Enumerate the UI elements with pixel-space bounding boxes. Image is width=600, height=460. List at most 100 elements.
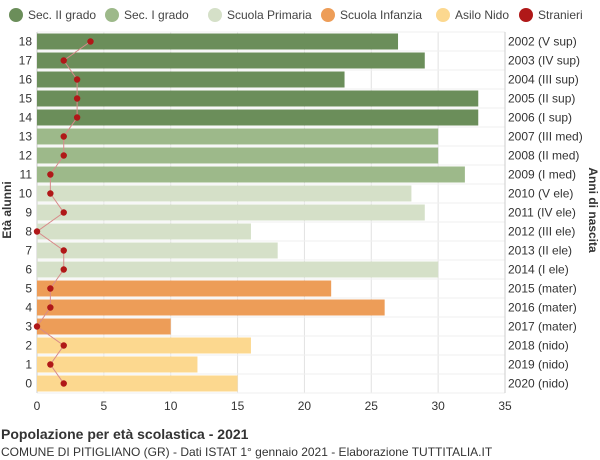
bar — [37, 52, 425, 69]
stranieri-point — [60, 247, 67, 254]
bar — [37, 185, 412, 202]
bar — [37, 299, 385, 316]
stranieri-point — [47, 304, 54, 311]
stranieri-point — [60, 209, 67, 216]
x-tick-label: 20 — [298, 399, 312, 413]
age-tick-label: 11 — [20, 168, 33, 182]
age-tick-label: 2 — [25, 339, 32, 353]
birth-year-tick-label: 2012 (III ele) — [508, 225, 575, 239]
chart-legend: Sec. II grado Sec. I grado Scuola Primaria… — [9, 8, 583, 22]
age-tick-label: 12 — [19, 149, 33, 163]
stranieri-point — [87, 38, 94, 45]
x-tick-label: 15 — [231, 399, 245, 413]
age-tick-label: 8 — [25, 225, 32, 239]
age-tick-label: 10 — [19, 187, 33, 201]
y-axis-title-left: Età alunni — [0, 181, 14, 238]
bar — [37, 223, 251, 240]
legend-label: Sec. II grado — [28, 8, 96, 22]
legend-swatch — [321, 8, 335, 22]
birth-year-tick-label: 2017 (mater) — [508, 320, 577, 334]
stranieri-point — [60, 380, 67, 387]
x-tick-label: 30 — [431, 399, 445, 413]
birth-year-tick-label: 2005 (II sup) — [508, 92, 575, 106]
legend-swatch — [208, 8, 222, 22]
bar — [37, 261, 439, 278]
legend-label: Stranieri — [538, 8, 583, 22]
age-tick-label: 4 — [25, 301, 32, 315]
age-tick-label: 16 — [19, 73, 33, 87]
age-tick-label: 17 — [19, 54, 33, 68]
x-tick-label: 10 — [164, 399, 178, 413]
stranieri-point — [73, 114, 81, 121]
bar — [37, 71, 345, 88]
stranieri-point — [47, 285, 54, 292]
bar — [37, 280, 332, 297]
legend-label: Sec. I grado — [124, 8, 189, 22]
birth-year-tick-label: 2011 (IV ele) — [508, 206, 576, 220]
stranieri-point — [73, 95, 81, 102]
birth-year-tick-label: 2004 (III sup) — [508, 73, 579, 87]
bar — [37, 128, 439, 145]
legend-swatch — [436, 8, 450, 22]
age-tick-label: 3 — [25, 320, 32, 334]
x-tick-label: 0 — [34, 399, 41, 413]
bar — [37, 33, 399, 50]
legend-swatch — [105, 8, 119, 22]
birth-year-tick-label: 2020 (nido) — [508, 377, 569, 391]
age-tick-label: 6 — [25, 263, 32, 277]
age-tick-label: 15 — [19, 92, 33, 106]
legend-swatch — [519, 8, 533, 22]
stranieri-point — [60, 152, 67, 159]
stranieri-point — [60, 133, 67, 140]
legend-label: Asilo Nido — [455, 8, 509, 22]
bar — [37, 356, 198, 373]
x-tick-label: 35 — [498, 399, 512, 413]
chart-title: Popolazione per età scolastica - 2021 — [1, 426, 249, 442]
birth-year-tick-label: 2019 (nido) — [508, 358, 569, 372]
birth-year-tick-label: 2006 (I sup) — [508, 111, 572, 125]
age-tick-label: 1 — [25, 358, 32, 372]
legend-swatch — [9, 8, 23, 22]
chart-labels: 18 2002 (V sup)17 2003 (IV sup)16 2004 (III… — [19, 35, 583, 414]
bar — [37, 337, 251, 354]
age-tick-label: 9 — [25, 206, 32, 220]
stranieri-point — [33, 323, 41, 330]
age-tick-label: 0 — [25, 377, 32, 391]
stranieri-series — [33, 38, 94, 387]
bar — [37, 90, 479, 107]
bar — [37, 204, 425, 221]
birth-year-tick-label: 2015 (mater) — [508, 282, 577, 296]
legend-label: Scuola Infanzia — [340, 8, 422, 22]
x-tick-label: 5 — [101, 399, 108, 413]
bar — [37, 109, 479, 126]
birth-year-tick-label: 2010 (V ele) — [508, 187, 573, 201]
y-axis-title-right: Anni di nascita — [586, 167, 600, 253]
age-tick-label: 5 — [25, 282, 32, 296]
bar — [37, 242, 278, 259]
stranieri-point — [73, 76, 81, 83]
birth-year-tick-label: 2003 (IV sup) — [508, 54, 580, 68]
bar — [37, 147, 439, 164]
x-tick-label: 25 — [365, 399, 379, 413]
birth-year-tick-label: 2013 (II ele) — [508, 244, 572, 258]
stranieri-point — [47, 190, 54, 197]
stranieri-point — [33, 228, 41, 235]
birth-year-tick-label: 2007 (III med) — [508, 130, 583, 144]
birth-year-tick-label: 2002 (V sup) — [508, 35, 577, 49]
age-tick-label: 14 — [19, 111, 33, 125]
birth-year-tick-label: 2018 (nido) — [508, 339, 569, 353]
stranieri-point — [47, 361, 54, 368]
bar — [37, 318, 171, 335]
chart-subtitle: COMUNE DI PITIGLIANO (GR) - Dati ISTAT 1… — [1, 445, 493, 459]
age-tick-label: 7 — [25, 244, 32, 258]
age-tick-label: 18 — [19, 35, 33, 49]
age-tick-label: 13 — [19, 130, 33, 144]
birth-year-tick-label: 2008 (II med) — [508, 149, 579, 163]
birth-year-tick-label: 2016 (mater) — [508, 301, 577, 315]
bar — [37, 375, 238, 392]
birth-year-tick-label: 2014 (I ele) — [508, 263, 569, 277]
legend-label: Scuola Primaria — [227, 8, 312, 22]
stranieri-point — [60, 342, 67, 349]
birth-year-tick-label: 2009 (I med) — [508, 168, 576, 182]
